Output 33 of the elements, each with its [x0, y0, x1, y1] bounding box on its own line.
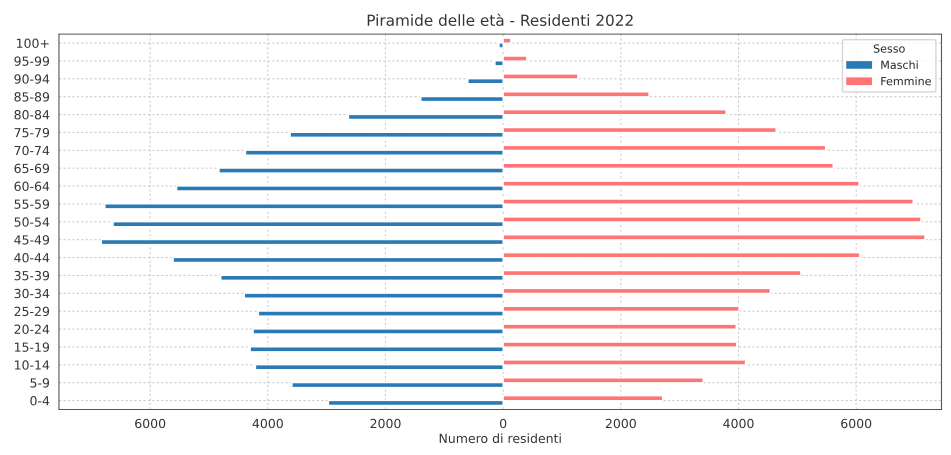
y-tick-label: 95-99 [14, 56, 50, 66]
legend-label: Maschi [881, 60, 918, 70]
y-tick-label: 75-79 [14, 128, 50, 138]
y-tick-label: 15-19 [14, 342, 50, 352]
y-tick-label: 85-89 [14, 92, 50, 102]
y-tick-label: 55-59 [14, 199, 50, 209]
x-tick-label: 2000 [370, 418, 401, 428]
legend-label: Femmine [881, 76, 931, 86]
x-tick-label: 0 [500, 418, 506, 428]
x-tick-label: 4000 [723, 418, 754, 428]
y-tick-label: 70-74 [14, 146, 50, 156]
x-tick-label: 6000 [841, 418, 872, 428]
y-tick-label: 50-54 [14, 217, 50, 227]
y-tick-label: 100+ [16, 38, 49, 48]
y-tick-label: 45-49 [14, 235, 50, 245]
y-tick-label: 65-69 [14, 164, 50, 174]
y-tick-label: 10-14 [14, 360, 50, 370]
x-axis-title: Numero di residenti [440, 433, 561, 444]
y-tick-label: 80-84 [14, 110, 50, 120]
legend-title: Sesso [874, 44, 905, 53]
x-tick-label: 4000 [252, 418, 283, 428]
chart-title: Piramide delle età - Residenti 2022 [368, 14, 633, 26]
y-tick-label: 0-4 [30, 396, 50, 406]
x-tick-label: 2000 [606, 418, 636, 428]
y-tick-label: 35-39 [14, 270, 50, 280]
y-tick-label: 30-34 [14, 288, 50, 298]
y-tick-label: 40-44 [14, 253, 50, 262]
y-tick-label: 60-64 [14, 182, 50, 191]
y-tick-label: 25-29 [14, 306, 50, 316]
y-tick-label: 90-94 [14, 74, 50, 84]
y-tick-label: 5-9 [30, 378, 50, 388]
x-tick-label: 6000 [135, 418, 166, 428]
y-tick-label: 20-24 [14, 324, 50, 334]
